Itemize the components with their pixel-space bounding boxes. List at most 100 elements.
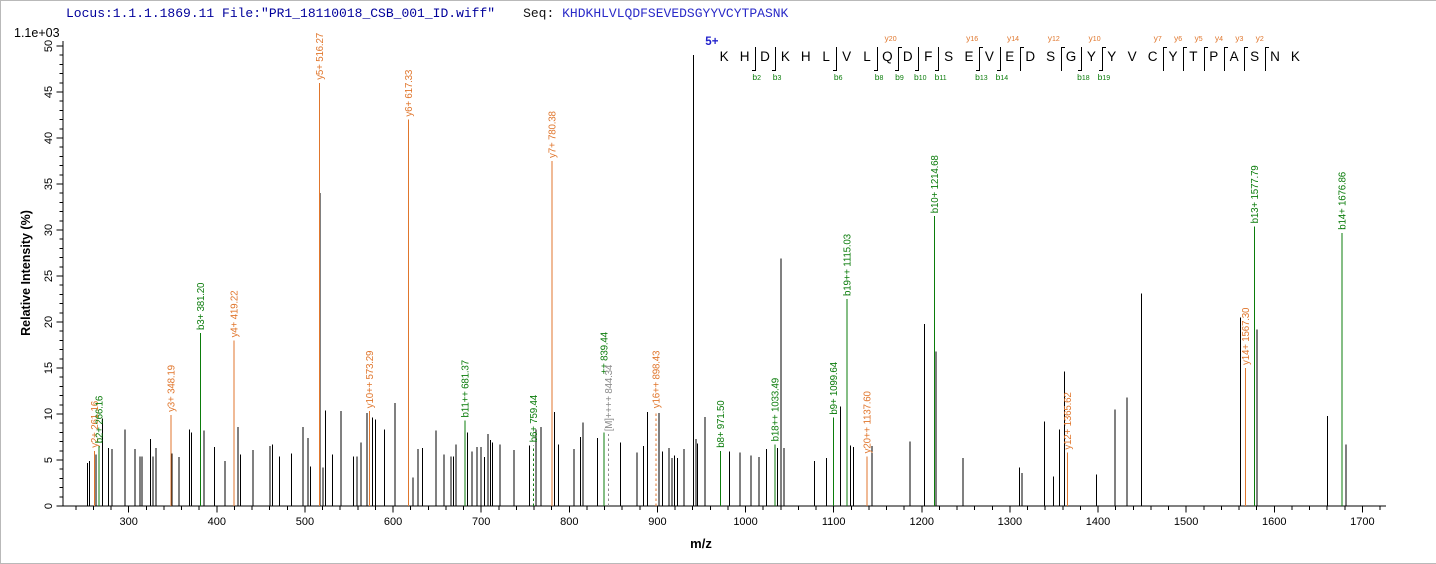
header-bar: Locus:1.1.1.1869.11 File:"PR1_18110018_C…	[66, 6, 788, 21]
fragmentation-mark	[751, 47, 756, 71]
fragmentation-mark	[1244, 47, 1249, 71]
x-tick-label: 1300	[998, 516, 1022, 528]
y-ion-label: y16	[966, 33, 979, 44]
peak-label: b3+ 381.20	[196, 282, 207, 330]
fragmentation-mark	[894, 47, 902, 71]
fragmentation-mark	[772, 47, 777, 71]
fragmentation-mark	[1183, 47, 1188, 71]
fragmentation-mark	[935, 47, 940, 71]
fragmentation-mark	[1060, 47, 1065, 71]
y-ion-label: y2	[1255, 33, 1264, 44]
sequence-residue: P	[1209, 49, 1219, 64]
peak-label: y6+ 617.33	[404, 69, 415, 117]
peak-label: b13+ 1577.79	[1250, 166, 1261, 224]
fragmentation-mark	[915, 47, 919, 71]
sequence-residue: K	[1290, 49, 1300, 64]
peak-label: y5+ 516.27	[315, 33, 326, 80]
sequence-residue: E	[1005, 49, 1015, 64]
x-tick-label: 1700	[1350, 516, 1374, 528]
peak-label: b11++ 681.37	[460, 360, 471, 417]
peak-label: y10++ 573.29	[365, 351, 376, 409]
b-ion-label: b18	[1077, 72, 1090, 83]
b-ion-label: b9	[895, 72, 904, 83]
fragmentation-mark	[1162, 47, 1167, 71]
sequence-residue: S	[1250, 49, 1260, 64]
b-ion-label: b2	[752, 72, 761, 83]
fragmentation-mark	[874, 47, 879, 71]
y-ion-label: y3	[1235, 33, 1244, 44]
peak-label: y20++ 1137.60	[862, 391, 873, 454]
seq-label: Seq:	[523, 6, 555, 21]
y-ion-label: y6	[1174, 33, 1183, 44]
sequence-value: KHDKHLVLQDFSEVEDSGYYVCYTPASNK	[562, 6, 789, 21]
peak-label: b8+ 971.50	[716, 400, 727, 448]
b-ion-label: b14	[995, 72, 1009, 83]
b-ion-label: b19	[1097, 72, 1111, 83]
sequence-residue: V	[984, 49, 994, 64]
y-tick-label: 0	[43, 503, 55, 509]
b-ion-label: b13	[975, 72, 988, 83]
peak-label: y14+ 1567.30	[1241, 307, 1252, 365]
x-tick-label: 1500	[1174, 516, 1198, 528]
sequence-residue: Q	[882, 49, 893, 64]
x-tick-label: 1100	[822, 516, 846, 528]
x-tick-label: 700	[472, 516, 490, 528]
peak-label: y2+ 261.16	[90, 400, 101, 448]
x-tick-label: 1400	[1086, 516, 1110, 528]
fragmentation-mark	[833, 47, 838, 71]
peak-label: y16++ 898.43	[652, 350, 663, 408]
sequence-residue: V	[1127, 49, 1137, 64]
x-tick-label: 300	[120, 516, 138, 528]
x-tick-label: 800	[560, 516, 578, 528]
b-ion-label: b3	[772, 72, 782, 83]
y-ion-label: y4	[1214, 33, 1223, 44]
precursor-charge-label: 5+	[705, 36, 718, 48]
sequence-residue: K	[719, 49, 729, 64]
sequence-residue: C	[1147, 49, 1158, 64]
y-ion-label: y12	[1047, 33, 1060, 44]
fragmentation-mark	[976, 47, 984, 71]
sequence-residue: A	[1229, 49, 1239, 64]
y-ion-label: y5	[1194, 33, 1203, 44]
peak-label: y4+ 419.22	[229, 291, 240, 338]
peak-label: b9+ 1099.64	[829, 361, 840, 414]
fragmentation-mark	[1203, 47, 1208, 71]
peak-label: b18++ 1033.49	[771, 378, 782, 441]
sequence-residue: K	[780, 49, 790, 64]
b-ion-label: b11	[934, 72, 947, 83]
y-ion-label: y10	[1088, 33, 1101, 44]
sequence-residue: L	[822, 49, 830, 64]
peak-label: [M]++++ 844.34	[604, 364, 615, 431]
sequence-residue: H	[800, 49, 811, 64]
b-ion-label: b8	[874, 72, 884, 83]
peak-label: b2+ 266.16	[94, 395, 105, 443]
sequence-residue: T	[1189, 49, 1198, 64]
y-tick-label: 15	[43, 362, 55, 374]
fragmentation-mark	[1078, 47, 1083, 71]
sequence-residue: S	[944, 49, 954, 64]
y-tick-label: 50	[43, 40, 55, 52]
y-tick-label: 5	[43, 457, 55, 463]
peak-label: y7+ 780.38	[548, 110, 559, 158]
x-tick-label: 600	[384, 516, 402, 528]
intensity-scale-note: 1.1e+03	[14, 26, 60, 40]
sequence-residue: E	[964, 49, 974, 64]
y-ion-label: y20	[884, 33, 897, 44]
x-tick-label: 1000	[733, 516, 757, 528]
sequence-residue: Y	[1168, 49, 1178, 64]
sequence-residue: V	[842, 49, 852, 64]
unlabeled-peaks	[86, 55, 1347, 506]
sequence-residue: Y	[1107, 49, 1117, 64]
peak-label: b14+ 1676.86	[1338, 171, 1349, 230]
fragmentation-mark	[996, 47, 1001, 71]
x-tick-label: 1600	[1262, 516, 1286, 528]
peak-label: y12+ 1365.62	[1063, 392, 1074, 449]
fragmentation-mark	[1098, 47, 1106, 71]
peak-label: y3+ 348.19	[167, 365, 178, 412]
x-tick-label: 900	[648, 516, 666, 528]
sequence-residue: D	[1025, 49, 1036, 64]
y-ion-label: y14	[1006, 33, 1019, 44]
